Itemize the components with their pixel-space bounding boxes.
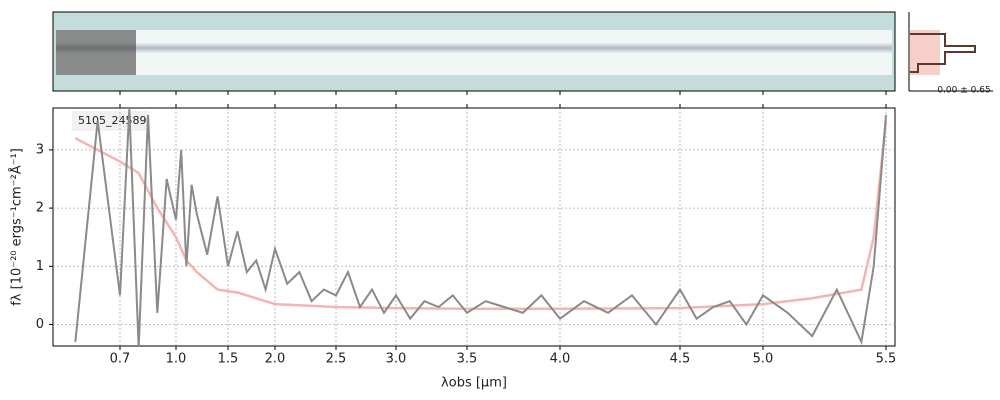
x-tick-label: 3.0: [386, 352, 407, 367]
y-tick-label: 0: [36, 317, 44, 332]
plot-frame: [52, 107, 896, 347]
x-tick-label: 1.5: [218, 352, 239, 367]
plot-area: [74, 109, 888, 346]
x-tick-label: 4.0: [550, 352, 571, 367]
x-tick-label: 0.7: [110, 352, 131, 367]
x-tick-label: 2.5: [326, 352, 347, 367]
noise-panel: 0.00 ± 0.65: [908, 12, 993, 96]
object-label: 5105_24589: [78, 114, 147, 127]
x-tick-label: 4.5: [670, 352, 691, 367]
y-tick-label: 1: [36, 259, 44, 274]
spectrum-2d: [52, 11, 896, 92]
x-tick-label: 5.5: [876, 352, 897, 367]
x-axis-label: λobs [μm]: [441, 376, 507, 391]
y-tick-label: 3: [36, 142, 44, 157]
series-data: [74, 109, 887, 346]
noise-label: 0.00 ± 0.65: [937, 86, 990, 96]
x-tick-label: 2.0: [265, 352, 286, 367]
x-tick-label: 5.0: [753, 352, 774, 367]
x-tick-label: 1.0: [166, 352, 187, 367]
x-tick-label: 3.5: [457, 352, 478, 367]
y-axis-label: fλ [10⁻²⁰ ergs⁻¹cm⁻²Å⁻¹]: [9, 148, 25, 306]
y-tick-label: 2: [36, 201, 44, 216]
